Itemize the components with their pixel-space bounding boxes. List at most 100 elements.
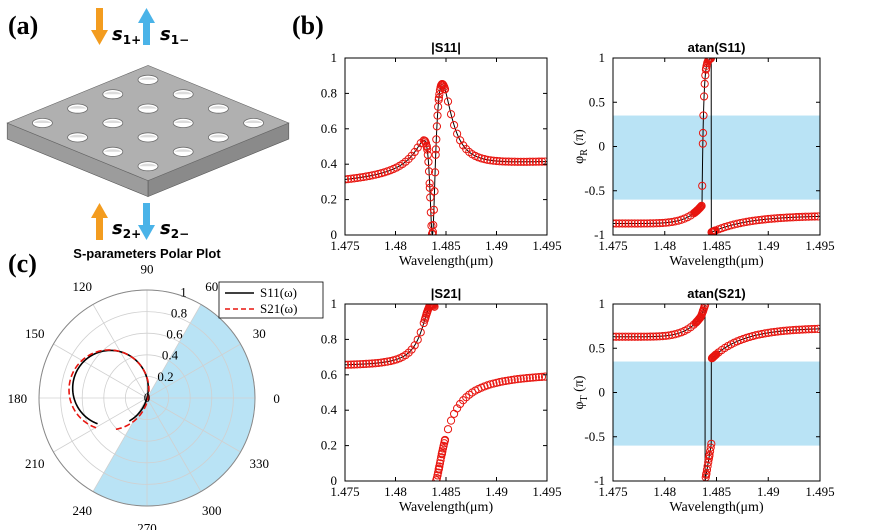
y-tick-label: 0.4 <box>321 156 338 171</box>
y-tick-label: 1 <box>599 50 606 65</box>
data-point <box>413 335 422 344</box>
data-point <box>696 202 706 211</box>
slab-hole-wall <box>103 149 122 152</box>
data-point <box>723 222 732 231</box>
data-point <box>374 358 383 368</box>
data-point <box>742 217 751 226</box>
data-point <box>432 0 439 4</box>
radial-tick-label: 0.8 <box>171 305 187 320</box>
data-point <box>486 156 495 165</box>
angle-tick-label: 270 <box>137 521 157 530</box>
data-point <box>695 204 704 213</box>
data-point <box>613 219 621 228</box>
x-tick-label: 1.485 <box>702 484 731 499</box>
y-tick-label: 0.5 <box>589 94 605 109</box>
data-point <box>698 128 708 138</box>
data-point <box>646 219 655 228</box>
data-point <box>433 111 442 120</box>
data-point <box>652 219 661 228</box>
data-point <box>377 358 386 367</box>
data-point <box>618 332 627 341</box>
data-point <box>770 214 779 223</box>
data-point <box>489 379 498 388</box>
data-point <box>353 173 362 183</box>
fit-line <box>345 304 436 366</box>
data-point <box>434 93 444 102</box>
data-point <box>696 203 705 212</box>
data-point <box>507 375 516 385</box>
data-point <box>798 212 807 221</box>
data-point <box>504 376 513 385</box>
data-point <box>643 332 652 341</box>
data-point <box>362 359 371 369</box>
data-point <box>513 157 522 166</box>
data-point <box>419 318 428 328</box>
x-tick-label: 1.48 <box>384 238 407 253</box>
data-point <box>807 325 816 334</box>
data-point <box>383 357 392 366</box>
port-arrows: s1+ s1− s2+ s2− <box>91 8 189 241</box>
arrow-shaft <box>96 8 103 30</box>
arrow-head <box>91 203 108 218</box>
data-point <box>434 468 443 477</box>
s1-minus-symbol: s1− <box>160 24 189 47</box>
slab-hole-wall <box>68 134 87 138</box>
data-point <box>745 332 754 342</box>
data-point <box>699 111 708 120</box>
angle-tick-label: 330 <box>249 456 269 471</box>
data-point <box>667 217 677 227</box>
data-point <box>345 360 350 369</box>
data-point <box>345 175 350 184</box>
data-point <box>443 97 453 106</box>
legend-label-s21: S21(ω) <box>260 301 297 316</box>
data-point <box>368 359 377 368</box>
data-point <box>704 58 713 65</box>
chart-s11-magnitude: 1.475 1.48 1.485 1.49 1.495 0 0.2 0.4 0.6 0.8 1 |S1… <box>321 40 562 269</box>
data-point <box>501 376 510 386</box>
data-point <box>368 171 377 180</box>
fit-line <box>345 83 547 235</box>
x-tick-label: 1.475 <box>598 238 627 253</box>
data-point <box>432 0 439 4</box>
data-point <box>761 215 770 224</box>
data-point <box>498 377 507 386</box>
data-point <box>810 324 819 334</box>
data-point <box>621 332 630 341</box>
data-point <box>615 332 624 341</box>
data-point <box>754 215 764 225</box>
data-point <box>776 327 785 336</box>
y-tick-label: -1 <box>594 227 605 242</box>
data-point <box>646 332 655 341</box>
x-tick-label: 1.495 <box>805 238 834 253</box>
x-axis-label: Wavelength(μm) <box>669 254 764 269</box>
angle-tick-label: 0 <box>273 391 280 406</box>
data-point <box>751 216 760 225</box>
data-point <box>516 157 525 166</box>
data-point <box>449 121 459 130</box>
x-tick-label: 1.48 <box>384 484 407 499</box>
data-point <box>528 157 537 166</box>
angle-tick-label: 150 <box>25 326 45 341</box>
radial-tick-label: 0.4 <box>162 348 179 363</box>
polar-outer-ring <box>38 289 256 507</box>
data-point <box>422 142 431 152</box>
arrow-shaft <box>143 23 150 45</box>
data-point <box>655 219 664 228</box>
slab-hole-wall <box>139 163 157 167</box>
slab-hole-wall <box>68 106 87 109</box>
x-tick-label: 1.475 <box>330 238 359 253</box>
slab-hole-wall <box>139 134 157 138</box>
data-point <box>356 360 365 369</box>
data-point <box>795 212 804 222</box>
slab-hole-wall <box>139 77 157 80</box>
series-s21-curve <box>68 349 150 431</box>
polar-spoke <box>146 304 202 399</box>
radial-tick-label: 1 <box>180 284 187 299</box>
axes-box <box>344 303 548 482</box>
y-tick-label: 0 <box>599 385 606 400</box>
arrow-s1-out-icon <box>138 8 155 45</box>
data-point <box>362 172 371 181</box>
data-point <box>374 169 383 179</box>
panel-label-a: (a) <box>8 11 38 40</box>
x-tick-label: 1.475 <box>330 484 359 499</box>
